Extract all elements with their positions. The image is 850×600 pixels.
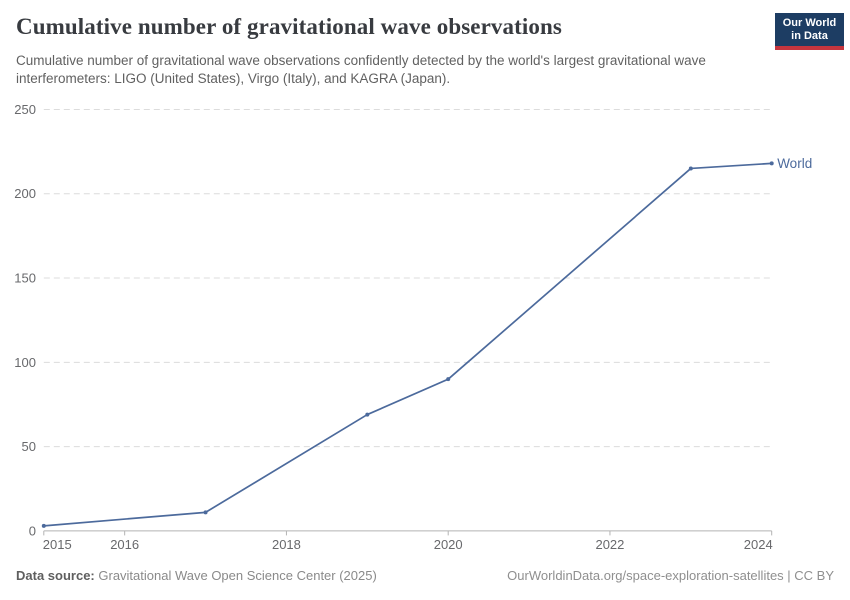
data-point-2015 xyxy=(41,523,46,528)
x-tick-label-2022: 2022 xyxy=(595,537,624,552)
data-point-2020 xyxy=(446,377,451,382)
data-point-2023 xyxy=(688,166,693,171)
x-tick-label-2024: 2024 xyxy=(744,537,773,552)
data-point-2017 xyxy=(203,510,208,515)
x-tick-label-2018: 2018 xyxy=(272,537,301,552)
page-title: Cumulative number of gravitational wave … xyxy=(16,14,562,39)
y-tick-label-200: 200 xyxy=(14,186,36,201)
chart-subtitle: Cumulative number of gravitational wave … xyxy=(16,53,706,86)
data-source: Data source: Gravitational Wave Open Sci… xyxy=(16,568,377,583)
y-tick-label-100: 100 xyxy=(14,355,36,370)
chart-footer: Data source: Gravitational Wave Open Sci… xyxy=(0,568,850,583)
series-label-world: World xyxy=(777,156,812,171)
x-tick-label-2015: 2015 xyxy=(43,537,72,552)
data-point-2024 xyxy=(769,161,774,166)
data-source-label: Data source: xyxy=(16,568,95,583)
attribution-link[interactable]: OurWorldinData.org/space-exploration-sat… xyxy=(507,568,834,583)
y-tick-label-150: 150 xyxy=(14,271,36,286)
x-tick-label-2016: 2016 xyxy=(110,537,139,552)
y-tick-label-250: 250 xyxy=(14,102,36,117)
x-tick-label-2020: 2020 xyxy=(434,537,463,552)
series-line-world xyxy=(42,162,773,527)
y-tick-label-50: 50 xyxy=(22,439,36,454)
owid-logo: Our World in Data xyxy=(775,13,844,50)
owid-logo-text: Our World in Data xyxy=(775,13,844,46)
owid-logo-line2: in Data xyxy=(791,29,828,42)
data-source-value: Gravitational Wave Open Science Center (… xyxy=(98,568,377,583)
data-point-2019 xyxy=(365,412,370,417)
y-tick-label-0: 0 xyxy=(29,523,36,538)
owid-logo-red-bar xyxy=(775,46,844,50)
owid-logo-line1: Our World xyxy=(782,17,837,29)
